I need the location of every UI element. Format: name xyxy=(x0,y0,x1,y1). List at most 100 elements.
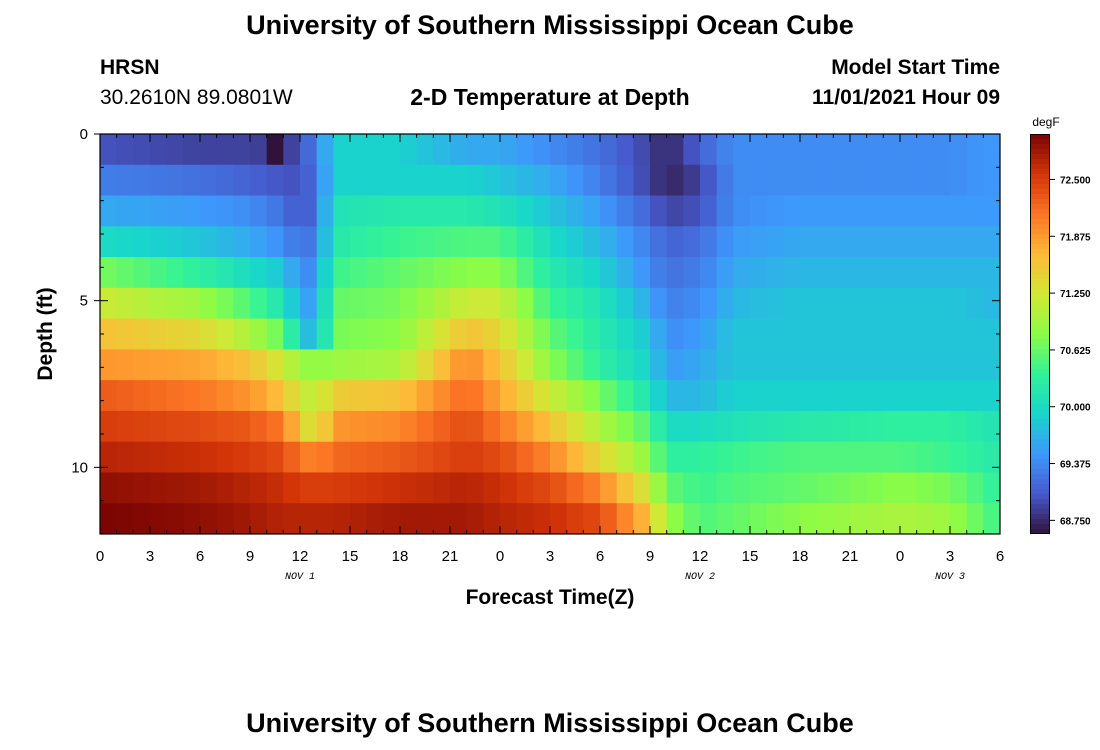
heatmap-cell xyxy=(516,257,534,289)
heatmap-cell xyxy=(600,503,618,534)
heatmap-cell xyxy=(733,134,751,166)
heatmap-cell xyxy=(866,134,884,166)
heatmap-cell xyxy=(500,410,518,443)
heatmap-cell xyxy=(766,472,784,504)
heatmap-cell xyxy=(266,287,284,320)
heatmap-cell xyxy=(450,226,468,258)
heatmap-cell xyxy=(216,441,234,474)
heatmap-cell xyxy=(650,195,668,227)
heatmap-cell xyxy=(400,195,418,227)
colorbar-segment xyxy=(1030,279,1050,285)
heatmap-cell xyxy=(633,441,651,474)
heatmap-cell xyxy=(183,318,201,350)
x-tick-label: 6 xyxy=(996,548,1004,565)
heatmap-cell xyxy=(983,287,1000,320)
heatmap-cell xyxy=(116,287,134,320)
heatmap-cell xyxy=(166,318,184,350)
heatmap-cell xyxy=(633,164,651,197)
x-tick-label: 12 xyxy=(692,548,709,565)
heatmap-cell xyxy=(216,257,234,289)
heatmap-cell xyxy=(966,226,984,258)
heatmap-cell xyxy=(766,349,784,381)
heatmap-cell xyxy=(533,134,551,166)
heatmap-cell xyxy=(150,257,168,289)
heatmap-cell xyxy=(333,226,351,258)
heatmap-cell xyxy=(100,380,118,412)
heatmap-cell xyxy=(850,257,868,289)
heatmap-cell xyxy=(866,318,884,350)
heatmap-cell xyxy=(566,472,584,504)
heatmap-cell xyxy=(116,380,134,412)
heatmap-cell xyxy=(333,257,351,289)
heatmap-cell xyxy=(383,472,401,504)
heatmap-cell xyxy=(433,195,451,227)
colorbar-segment xyxy=(1030,484,1050,490)
colorbar-segment xyxy=(1030,414,1050,420)
heatmap-cell xyxy=(150,318,168,350)
colorbar-segment xyxy=(1030,344,1050,350)
heatmap-cell xyxy=(883,410,901,443)
heatmap-cell xyxy=(750,134,768,166)
heatmap-cell xyxy=(266,441,284,474)
colorbar-segment xyxy=(1030,329,1050,335)
heatmap-cell xyxy=(250,472,268,504)
heatmap-cell xyxy=(250,195,268,227)
heatmap-cell xyxy=(316,410,334,443)
heatmap-cell xyxy=(900,472,918,504)
heatmap-cell xyxy=(466,380,484,412)
heatmap-cell xyxy=(783,318,801,350)
heatmap-cell xyxy=(283,349,301,381)
heatmap-cell xyxy=(350,380,368,412)
heatmap-cell xyxy=(800,410,818,443)
colorbar-segment xyxy=(1030,514,1050,520)
heatmap-cell xyxy=(816,226,834,258)
heatmap-cell xyxy=(366,380,384,412)
heatmap-cell xyxy=(850,472,868,504)
colorbar-segment xyxy=(1030,349,1050,355)
heatmap-cell xyxy=(850,287,868,320)
heatmap-cell xyxy=(466,503,484,534)
heatmap-cell xyxy=(816,380,834,412)
heatmap-cell xyxy=(516,195,534,227)
colorbar-segment xyxy=(1030,474,1050,480)
heatmap-cell xyxy=(266,503,284,534)
heatmap-cell xyxy=(316,226,334,258)
heatmap-cell xyxy=(466,164,484,197)
heatmap-cell xyxy=(200,318,218,350)
heatmap-cell xyxy=(183,164,201,197)
heatmap-cell xyxy=(283,195,301,227)
heatmap-cell xyxy=(683,410,701,443)
heatmap-cell xyxy=(500,164,518,197)
heatmap-cell xyxy=(483,441,501,474)
heatmap-cell xyxy=(283,134,301,166)
heatmap-cell xyxy=(783,410,801,443)
heatmap-cell xyxy=(183,226,201,258)
model-start-value: 11/01/2021 Hour 09 xyxy=(812,86,1000,109)
heatmap-cell xyxy=(800,318,818,350)
heatmap-cell xyxy=(983,257,1000,289)
colorbar-segment xyxy=(1030,444,1050,450)
heatmap-cell xyxy=(283,410,301,443)
heatmap-cell xyxy=(150,164,168,197)
colorbar-segment xyxy=(1030,364,1050,370)
colorbar-tick-label: 70.000 xyxy=(1060,403,1091,414)
heatmap-cell xyxy=(383,257,401,289)
heatmap-cell xyxy=(500,503,518,534)
heatmap-cell xyxy=(550,349,568,381)
heatmap-cell xyxy=(233,195,251,227)
colorbar-segment xyxy=(1030,324,1050,330)
colorbar-segment xyxy=(1030,284,1050,290)
heatmap-cell xyxy=(166,410,184,443)
heatmap-cell xyxy=(466,441,484,474)
heatmap-cell xyxy=(350,134,368,166)
heatmap-cell xyxy=(616,472,634,504)
heatmap-cell xyxy=(350,472,368,504)
heatmap-cell xyxy=(350,318,368,350)
heatmap-cell xyxy=(900,503,918,534)
heatmap-cell xyxy=(383,503,401,534)
heatmap-cell xyxy=(800,226,818,258)
heatmap-cell xyxy=(650,164,668,197)
heatmap-cell xyxy=(983,441,1000,474)
heatmap-cell xyxy=(933,503,951,534)
heatmap-cell xyxy=(216,349,234,381)
